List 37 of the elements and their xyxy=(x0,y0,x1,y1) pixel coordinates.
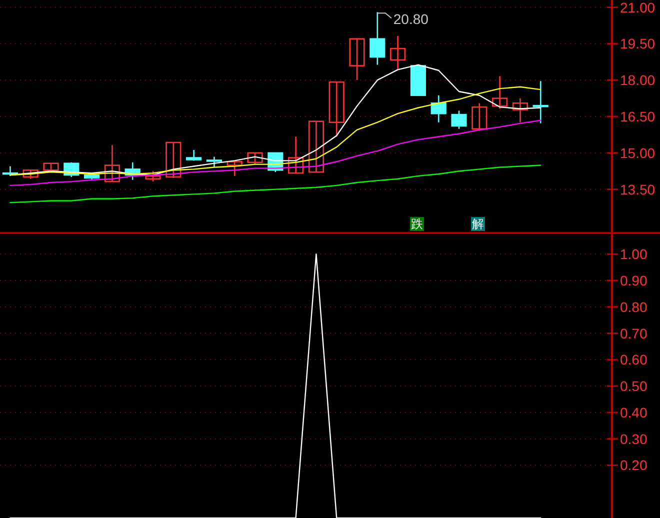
annotation: 跌 xyxy=(411,217,423,231)
candlestick xyxy=(532,80,548,124)
candlestick xyxy=(308,120,324,173)
y-tick-label: 21.00 xyxy=(620,0,656,16)
y-tick-label: 0.30 xyxy=(620,430,648,447)
y-tick-label: 0.40 xyxy=(620,404,648,420)
y-tick-label: 0.50 xyxy=(620,378,648,394)
y-tick-label: 19.50 xyxy=(620,36,656,52)
candlestick xyxy=(472,102,488,130)
candlestick xyxy=(247,152,263,165)
candlestick xyxy=(512,98,528,123)
y-tick-label: 1.00 xyxy=(620,246,648,262)
candlestick xyxy=(226,160,242,177)
annotation: 20.80 xyxy=(393,11,429,28)
y-tick-label: 16.50 xyxy=(620,108,656,124)
y-tick-label: 0.90 xyxy=(620,272,648,288)
y-tick-label: 0.70 xyxy=(620,325,648,342)
candlestick xyxy=(430,94,446,123)
candlestick xyxy=(370,11,386,66)
candlestick xyxy=(145,170,161,182)
candlestick xyxy=(492,76,508,110)
candlestick xyxy=(104,144,120,182)
y-tick-label: 0.20 xyxy=(620,457,648,474)
y-tick-label: 18.00 xyxy=(620,72,656,88)
y-tick-label: 0.60 xyxy=(620,352,648,368)
candlestick xyxy=(206,156,222,168)
annotation: 解 xyxy=(472,217,484,231)
y-tick-label: 15.00 xyxy=(620,144,656,161)
candlestick xyxy=(349,38,365,81)
candlestick xyxy=(390,35,406,70)
candlestick xyxy=(288,136,304,174)
candlestick xyxy=(166,142,182,179)
y-tick-label: 0.80 xyxy=(620,298,648,315)
line-series xyxy=(10,164,542,204)
y-tick-label: 13.50 xyxy=(620,181,656,198)
candlestick xyxy=(451,110,467,130)
candlestick xyxy=(328,81,344,138)
